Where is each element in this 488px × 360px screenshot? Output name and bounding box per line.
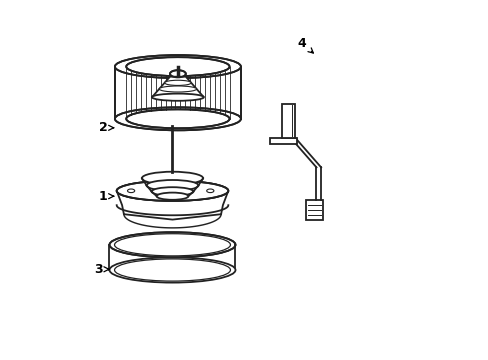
Ellipse shape [206, 189, 213, 193]
Ellipse shape [117, 181, 228, 201]
Ellipse shape [152, 94, 203, 101]
Bar [305, 200, 323, 220]
Ellipse shape [127, 189, 134, 193]
Bar [281, 104, 295, 138]
Ellipse shape [159, 86, 196, 92]
Text: 1: 1 [99, 190, 114, 203]
Ellipse shape [126, 57, 229, 76]
Ellipse shape [126, 109, 229, 128]
Ellipse shape [151, 187, 193, 196]
Text: 4: 4 [297, 37, 313, 53]
Polygon shape [117, 191, 228, 220]
Text: 2: 2 [99, 121, 114, 134]
Ellipse shape [142, 172, 203, 185]
Ellipse shape [109, 232, 235, 257]
Ellipse shape [109, 257, 235, 283]
Ellipse shape [146, 180, 198, 191]
Ellipse shape [115, 55, 241, 78]
Ellipse shape [114, 234, 230, 256]
Ellipse shape [170, 70, 185, 77]
Ellipse shape [115, 107, 241, 130]
Text: 3: 3 [94, 263, 109, 276]
Bar [269, 138, 296, 144]
Polygon shape [152, 77, 203, 97]
Ellipse shape [164, 80, 191, 85]
Ellipse shape [117, 181, 228, 201]
Ellipse shape [156, 193, 188, 200]
